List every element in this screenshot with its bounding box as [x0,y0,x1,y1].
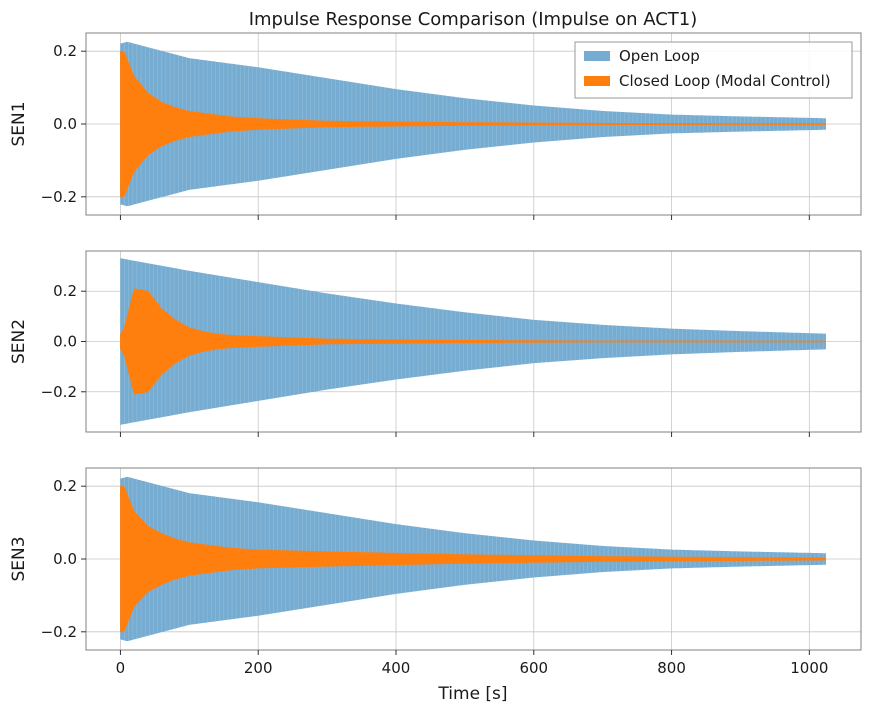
legend: Open Loop Closed Loop (Modal Control) [574,41,853,99]
chart-title: Impulse Response Comparison (Impulse on … [249,9,698,30]
x-tick-label: 200 [244,659,273,677]
y-tick-label: −0.2 [41,383,77,401]
y-tick-label: 0.0 [53,333,77,351]
x-tick-label: 600 [519,659,548,677]
panels-group: −0.2 0.0 0.2 SEN1 −0.2 0.0 0.2 SEN2 −0.2 0.0 0.2 0 2… [9,32,862,677]
legend-box [574,41,853,99]
x-tick-label: 1000 [790,659,828,677]
panel-sen1: −0.2 0.0 0.2 SEN1 [9,32,862,220]
legend-label: Closed Loop (Modal Control) [619,72,831,90]
y-axis-label: SEN3 [9,536,29,581]
y-axis-label: SEN1 [9,101,29,146]
x-tick-label: 800 [657,659,686,677]
legend-swatch [584,76,610,86]
y-tick-label: 0.0 [53,115,77,133]
x-tick-label: 400 [382,659,411,677]
x-axis-label: Time [s] [437,684,507,704]
panel-sen2: −0.2 0.0 0.2 SEN2 [9,250,862,437]
legend-label: Open Loop [619,47,700,65]
y-tick-label: 0.2 [53,282,77,300]
y-tick-label: 0.2 [53,477,77,495]
y-tick-label: −0.2 [41,188,77,206]
legend-swatch [584,51,610,61]
panel-sen3: −0.2 0.0 0.2 0 200 400 600 800 1000 SEN3 [9,467,862,677]
y-tick-label: −0.2 [41,623,77,641]
y-tick-label: 0.2 [53,42,77,60]
y-tick-label: 0.0 [53,550,77,568]
y-axis-label: SEN2 [9,319,29,364]
x-tick-label: 0 [116,659,126,677]
